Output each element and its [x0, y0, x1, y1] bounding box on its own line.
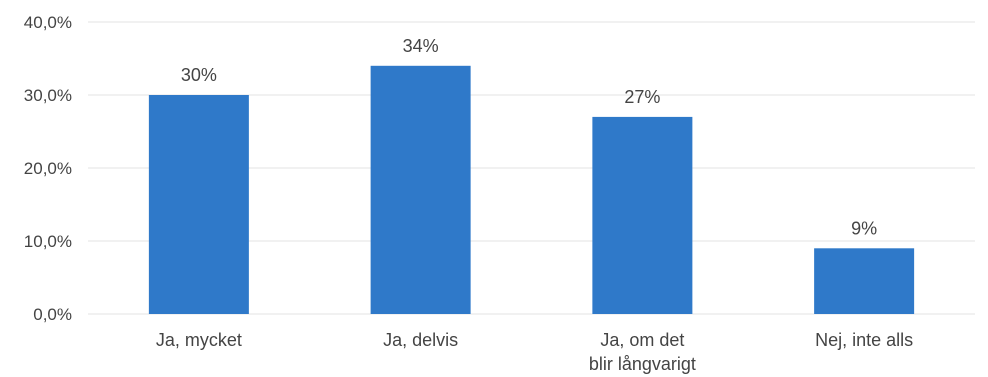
category-label: Ja, mycket: [156, 330, 242, 350]
category-label: Ja, om det blir långvarigt: [589, 330, 696, 374]
category-label-line: blir långvarigt: [589, 354, 696, 374]
y-tick-label: 10,0%: [24, 232, 72, 251]
y-tick-label: 30,0%: [24, 86, 72, 105]
y-tick-label: 0,0%: [33, 305, 72, 324]
category-label-line: Ja, delvis: [383, 330, 458, 350]
bar: [370, 65, 471, 314]
data-label: 9%: [851, 218, 877, 238]
bar: [148, 95, 249, 314]
category-label-line: Nej, inte alls: [815, 330, 913, 350]
data-label: 34%: [403, 36, 439, 56]
category-label-line: Ja, om det: [600, 330, 684, 350]
bar: [814, 248, 915, 314]
y-axis-tick-labels: 0,0% 10,0% 20,0% 30,0% 40,0%: [24, 13, 72, 324]
bar: [592, 116, 693, 315]
y-tick-label: 20,0%: [24, 159, 72, 178]
category-label: Ja, delvis: [383, 330, 458, 350]
category-label: Nej, inte alls: [815, 330, 913, 350]
bars: [148, 65, 915, 315]
data-label: 27%: [624, 87, 660, 107]
data-label: 30%: [181, 65, 217, 85]
y-tick-label: 40,0%: [24, 13, 72, 32]
category-labels: Ja, mycket Ja, delvis Ja, om det blir långv…: [156, 330, 913, 374]
data-labels: 30% 34% 27% 9%: [181, 36, 877, 239]
category-label-line: Ja, mycket: [156, 330, 242, 350]
